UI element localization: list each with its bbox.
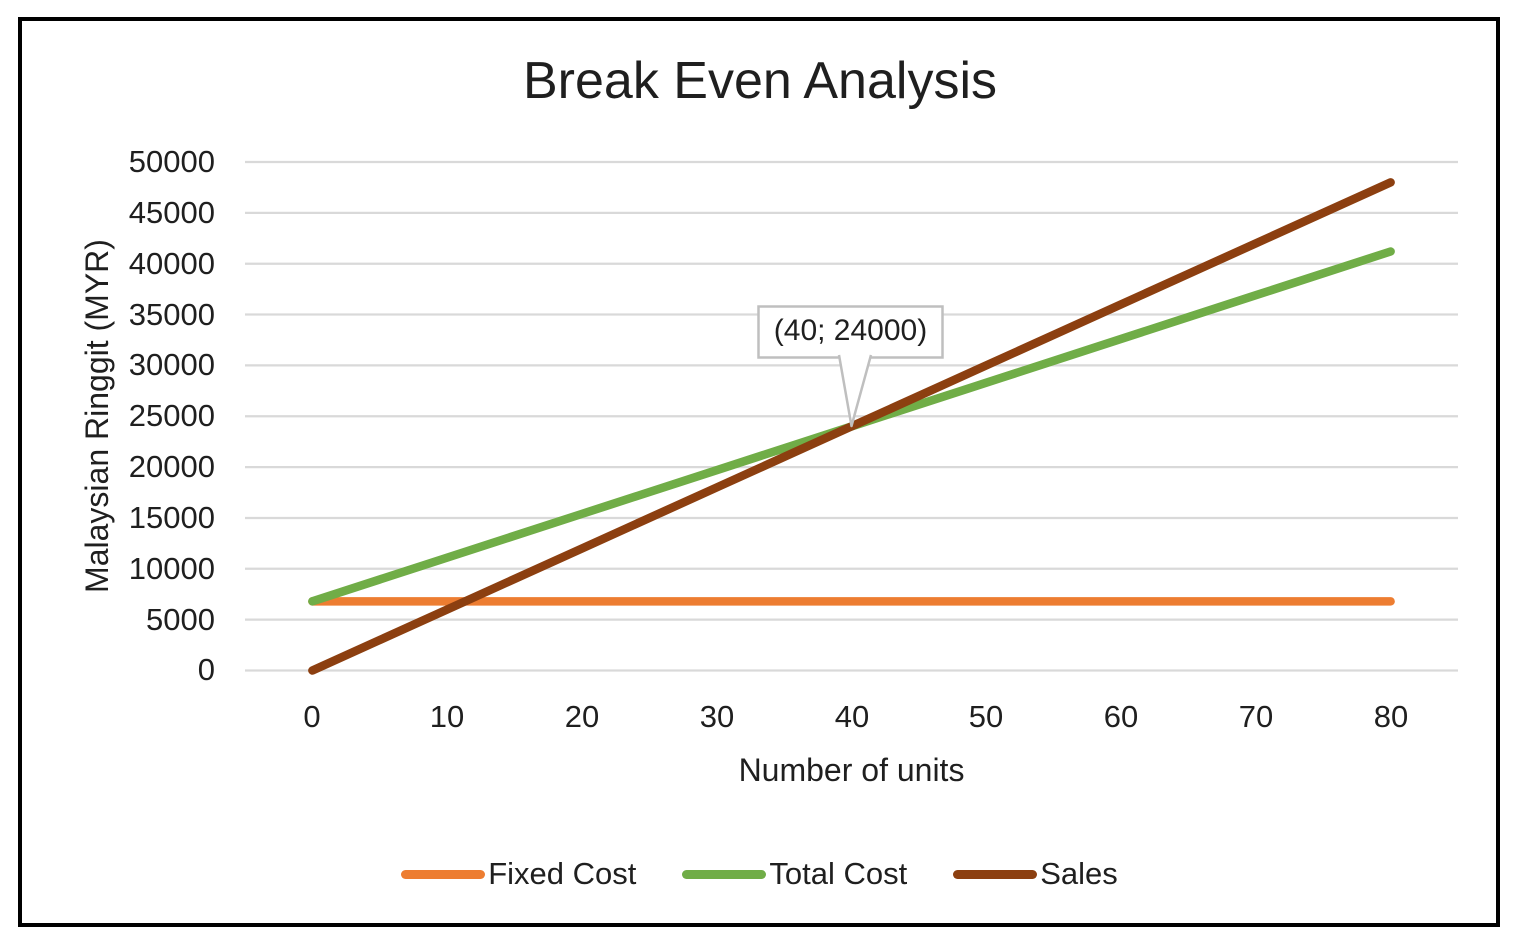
legend-item-total-cost: Total Cost bbox=[682, 855, 907, 893]
y-tick-label: 20000 bbox=[128, 449, 215, 484]
x-tick-label: 20 bbox=[564, 699, 600, 734]
legend-swatch-sales bbox=[953, 869, 1038, 879]
x-tick-label: 40 bbox=[834, 699, 870, 734]
y-tick-label: 35000 bbox=[128, 297, 215, 332]
chart-title: Break Even Analysis bbox=[522, 52, 998, 110]
x-tick-label: 30 bbox=[699, 699, 735, 734]
y-tick-label: 0 bbox=[197, 652, 215, 687]
breakeven-callout bbox=[757, 305, 944, 428]
x-tick-label: 70 bbox=[1238, 699, 1274, 734]
legend-item-fixed-cost: Fixed Cost bbox=[401, 855, 636, 893]
y-tick-label: 50000 bbox=[128, 144, 215, 179]
legend: Fixed Cost Total Cost Sales bbox=[0, 855, 1519, 893]
legend-swatch-fixed-cost bbox=[401, 869, 486, 879]
legend-item-sales: Sales bbox=[953, 855, 1118, 893]
y-tick-label: 10000 bbox=[128, 551, 215, 586]
x-tick-label: 80 bbox=[1373, 699, 1409, 734]
x-tick-label: 60 bbox=[1103, 699, 1139, 734]
x-tick-label: 10 bbox=[429, 699, 465, 734]
callout-label: (40; 24000) bbox=[773, 314, 928, 347]
y-tick-label: 15000 bbox=[128, 500, 215, 535]
legend-label-total-cost: Total Cost bbox=[769, 856, 908, 891]
legend-label-fixed-cost: Fixed Cost bbox=[488, 856, 637, 891]
callout-tail bbox=[837, 354, 873, 428]
x-axis-title: Number of units bbox=[738, 752, 965, 788]
legend-swatch-total-cost bbox=[682, 869, 767, 879]
y-tick-label: 45000 bbox=[128, 195, 215, 230]
x-tick-label: 0 bbox=[303, 699, 321, 734]
legend-label-sales: Sales bbox=[1040, 856, 1118, 891]
y-tick-label: 25000 bbox=[128, 398, 215, 433]
y-tick-label: 5000 bbox=[146, 602, 215, 637]
x-tick-label: 50 bbox=[968, 699, 1004, 734]
y-tick-label: 30000 bbox=[128, 347, 215, 382]
y-tick-label: 40000 bbox=[128, 246, 215, 281]
callout-box bbox=[757, 305, 944, 359]
